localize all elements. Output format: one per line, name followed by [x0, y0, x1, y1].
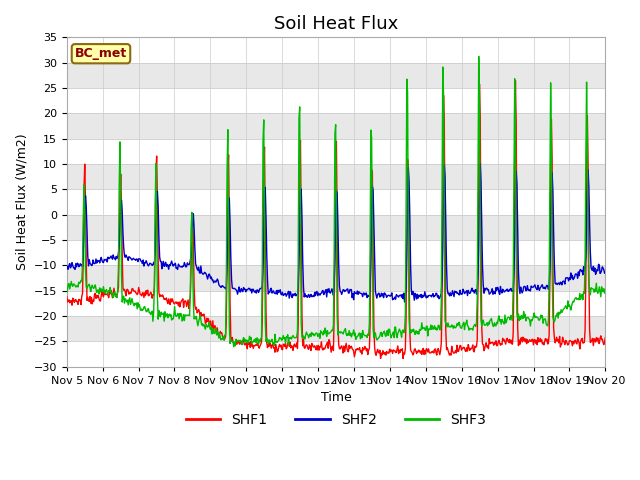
SHF1: [402, 315, 410, 321]
SHF3: [128, 296, 136, 301]
SHF2: [128, 257, 136, 263]
SHF1: [602, 335, 609, 340]
Bar: [67, 164, 605, 189]
SHF1: [63, 294, 70, 300]
SHF3: [183, 313, 191, 319]
SHF3: [73, 284, 81, 289]
SHF1: [211, 323, 219, 329]
Title: Soil Heat Flux: Soil Heat Flux: [274, 15, 398, 33]
Line: SHF3: SHF3: [67, 56, 605, 347]
Legend: SHF1, SHF2, SHF3: SHF1, SHF2, SHF3: [180, 407, 492, 432]
SHF3: [230, 344, 237, 350]
SHF3: [211, 329, 219, 335]
SHF3: [602, 290, 609, 296]
SHF1: [73, 299, 81, 304]
Bar: [67, 37, 605, 63]
Bar: [67, 240, 605, 265]
SHF2: [602, 269, 609, 275]
Bar: [67, 88, 605, 113]
Y-axis label: Soil Heat Flux (W/m2): Soil Heat Flux (W/m2): [15, 133, 28, 270]
SHF1: [511, 78, 519, 84]
SHF2: [476, 161, 484, 167]
Bar: [67, 341, 605, 367]
Bar: [67, 215, 605, 240]
SHF2: [183, 264, 191, 269]
SHF1: [399, 356, 407, 361]
Bar: [67, 316, 605, 341]
SHF2: [418, 295, 426, 300]
SHF2: [63, 266, 70, 272]
SHF2: [211, 278, 219, 284]
Line: SHF2: SHF2: [67, 164, 605, 302]
Line: SHF1: SHF1: [67, 81, 605, 359]
SHF1: [418, 351, 426, 357]
SHF3: [475, 53, 483, 59]
Text: BC_met: BC_met: [75, 47, 127, 60]
Bar: [67, 139, 605, 164]
SHF3: [402, 209, 410, 215]
Bar: [67, 189, 605, 215]
SHF3: [63, 289, 70, 295]
SHF2: [401, 299, 408, 305]
SHF1: [183, 304, 191, 310]
X-axis label: Time: Time: [321, 391, 351, 404]
Bar: [67, 63, 605, 88]
SHF2: [402, 284, 410, 289]
SHF2: [73, 264, 81, 270]
SHF1: [128, 286, 136, 292]
Bar: [67, 113, 605, 139]
Bar: [67, 291, 605, 316]
SHF3: [418, 320, 426, 325]
Bar: [67, 265, 605, 291]
